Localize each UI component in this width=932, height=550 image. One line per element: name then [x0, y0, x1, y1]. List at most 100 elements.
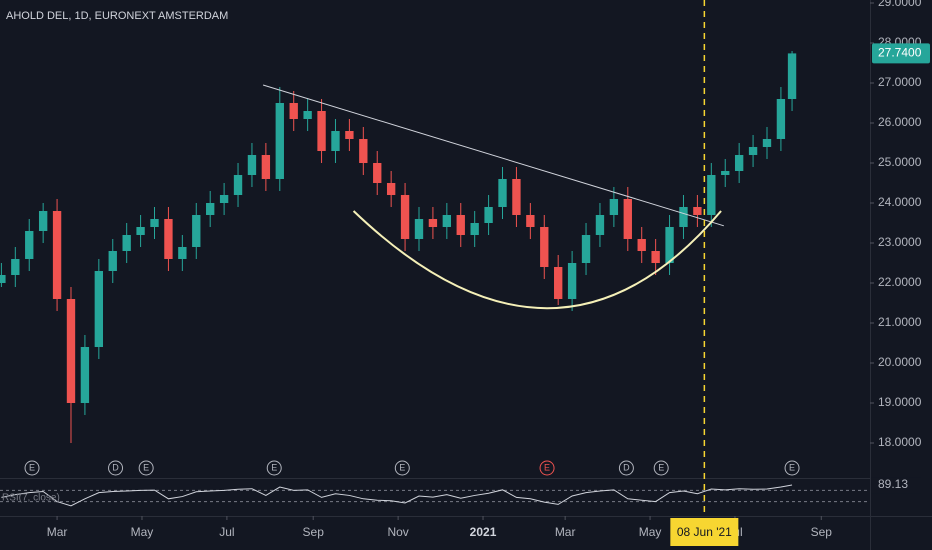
event-label: E — [399, 462, 405, 472]
x-tick-label: 2021 — [470, 525, 497, 539]
candle-body — [206, 203, 215, 215]
candle-body — [38, 211, 48, 231]
event-marker — [539, 460, 555, 476]
candle-body — [178, 247, 187, 259]
candle-body — [748, 147, 758, 155]
rsi-line — [1, 484, 793, 507]
candle-body — [540, 227, 549, 267]
candle-body — [512, 179, 521, 215]
x-tick-label: Sep — [811, 525, 833, 539]
last-price-box — [872, 43, 930, 64]
y-tick-label: 23.0000 — [878, 235, 922, 249]
event-label: E — [271, 462, 277, 472]
crosshair-label-box — [670, 518, 739, 546]
event-marker — [653, 460, 669, 476]
event-label: E — [789, 462, 795, 472]
candle-body — [108, 251, 117, 271]
candle-body — [386, 183, 396, 195]
x-tick-label: Sep — [303, 525, 325, 539]
y-tick-label: 19.0000 — [878, 395, 922, 409]
trendline — [262, 84, 724, 227]
event-marker — [266, 460, 282, 476]
candle-body — [400, 195, 410, 239]
event-marker — [138, 460, 154, 476]
candle-body — [498, 179, 507, 207]
candle-body — [762, 139, 772, 147]
candle-body — [787, 53, 797, 99]
candle-body — [150, 219, 159, 227]
x-tick-label: Nov — [387, 525, 408, 539]
candle-body — [80, 347, 90, 403]
candle-body — [25, 231, 34, 259]
candle-body — [470, 223, 479, 235]
y-tick-label: 26.0000 — [878, 115, 922, 129]
chart-title: AHOLD DEL, 1D, EURONEXT AMSTERDAM — [6, 10, 228, 22]
x-tick-label: Mar — [47, 525, 68, 539]
y-tick-label: 29.0000 — [878, 0, 922, 9]
candle-body — [275, 103, 284, 179]
candle-body — [776, 99, 786, 139]
event-marker — [108, 460, 124, 476]
candle-body — [0, 275, 6, 283]
candle-body — [359, 139, 368, 163]
event-marker — [784, 460, 800, 476]
candle-body — [219, 195, 229, 203]
event-marker — [618, 460, 634, 476]
candle-body — [679, 207, 688, 227]
candle-body — [345, 131, 354, 139]
candle-body — [192, 215, 201, 247]
candle-body — [66, 299, 76, 403]
candle-body — [331, 131, 340, 151]
last-price-label: 27.7400 — [878, 46, 922, 60]
candle-body — [456, 215, 465, 235]
candle-body — [637, 239, 646, 251]
event-marker — [24, 460, 40, 476]
rsi-value-box — [871, 477, 921, 494]
candle-body — [373, 163, 382, 183]
event-label: E — [544, 462, 550, 472]
candle-body — [247, 155, 257, 175]
y-tick-label: 20.0000 — [878, 355, 922, 369]
candle-body — [164, 219, 173, 259]
candle-body — [721, 171, 730, 175]
cup-curve — [352, 210, 722, 310]
candle-body — [526, 215, 535, 227]
y-tick-label: 21.0000 — [878, 315, 922, 329]
candle-body — [442, 215, 452, 227]
event-label: E — [658, 462, 664, 472]
x-tick-label: May — [639, 525, 662, 539]
candle-body — [707, 175, 716, 215]
y-tick-label: 27.0000 — [878, 75, 922, 89]
candle-body — [414, 219, 424, 239]
candle-body — [581, 235, 591, 263]
candle-body — [52, 211, 62, 299]
candle-body — [693, 207, 702, 215]
candle-body — [651, 251, 660, 263]
candle-body — [484, 207, 493, 223]
candle-body — [94, 271, 104, 347]
event-label: E — [143, 462, 149, 472]
event-label: D — [623, 462, 630, 472]
y-tick-label: 24.0000 — [878, 195, 922, 209]
y-tick-label: 22.0000 — [878, 275, 922, 289]
rsi-label: RSI(7, close) — [2, 493, 60, 504]
x-tick-label: Jul — [219, 525, 234, 539]
candle-body — [567, 263, 577, 299]
candle-body — [303, 111, 312, 119]
event-label: E — [29, 462, 35, 472]
candle-body — [11, 259, 20, 275]
candle-body — [428, 219, 438, 227]
candle-body — [623, 199, 632, 239]
candle-body — [317, 111, 326, 151]
y-tick-label: 25.0000 — [878, 155, 922, 169]
rsi-value-label: 89.13 — [878, 477, 908, 491]
candle-body — [136, 227, 145, 235]
candle-body — [261, 155, 271, 179]
y-tick-label: 18.0000 — [878, 435, 922, 449]
candle-body — [665, 227, 674, 263]
event-marker — [394, 460, 410, 476]
candle-body — [734, 155, 744, 171]
